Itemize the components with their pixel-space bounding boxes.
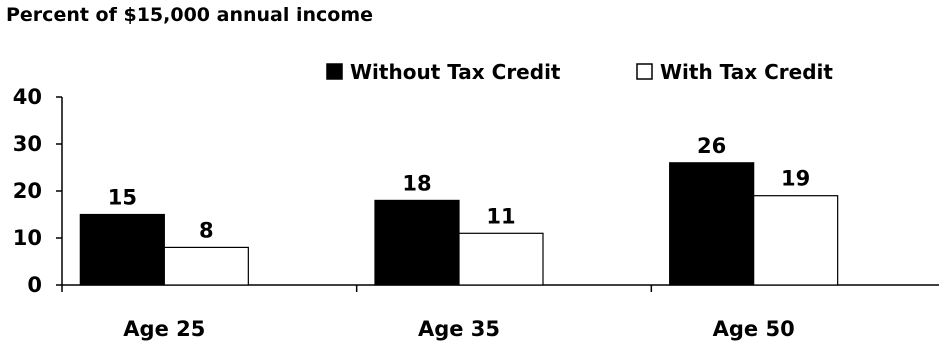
category-labels: Age 25 Age 35 Age 50 [123,317,794,341]
legend-label: With Tax Credit [660,60,833,84]
y-tick-label: 10 [13,226,42,250]
category-label: Age 35 [418,317,500,341]
y-tick-label: 0 [27,273,42,297]
bar [753,195,839,286]
bars [79,162,839,286]
data-label: 18 [402,171,431,195]
bar [163,246,249,286]
y-tick-label: 30 [13,132,42,156]
legend-swatch [326,63,343,80]
legend-swatch [636,63,653,80]
category-label: Age 25 [123,317,205,341]
data-label: 8 [199,218,214,242]
data-label: 26 [697,134,726,158]
data-labels: 15 8 18 11 26 19 [108,134,811,243]
data-label: 19 [781,167,810,191]
chart-title: Percent of $15,000 annual income [6,4,374,26]
y-axis-ticks: 0 10 20 30 40 [13,85,62,297]
data-label: 15 [108,186,137,210]
bar [458,232,544,286]
y-tick-label: 20 [13,179,42,203]
legend-label: Without Tax Credit [350,60,561,84]
legend: Without Tax Credit With Tax Credit [326,60,833,84]
bar [79,213,165,286]
category-label: Age 50 [713,317,795,341]
bar [669,162,755,286]
y-tick-label: 40 [13,85,42,109]
data-label: 11 [486,204,515,228]
bar [374,199,460,286]
